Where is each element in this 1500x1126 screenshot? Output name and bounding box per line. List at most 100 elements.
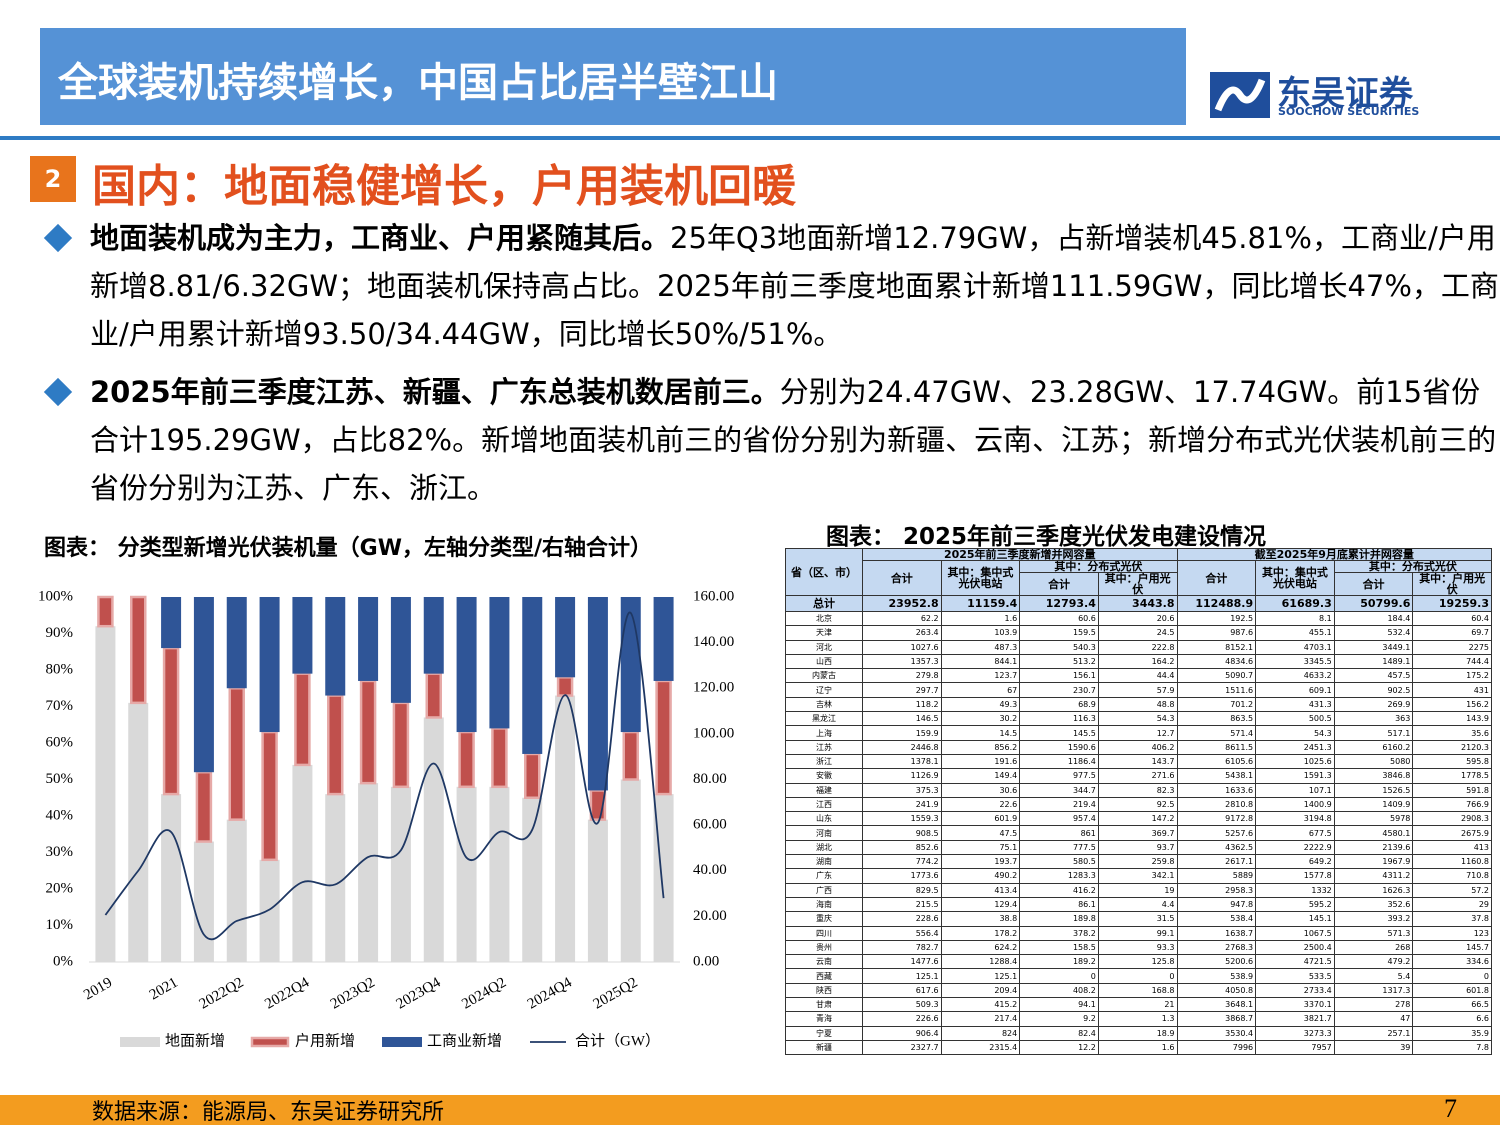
cell: 415.2	[940, 997, 1021, 1013]
legend-swatch	[120, 1037, 160, 1047]
cell: 1577.8	[1255, 868, 1335, 884]
cell: 189.2	[1019, 954, 1099, 970]
table-row: 安徽 1126.9 149.4 977.5 271.6 5438.1 1591.3 3846.…	[785, 768, 1492, 784]
cell: 701.2	[1176, 696, 1257, 713]
row-label: 江西	[785, 796, 863, 813]
cell: 4362.5	[1176, 839, 1257, 856]
cell: 39	[1333, 1039, 1414, 1056]
table-row: 吉林 118.2 49.3 68.9 48.8 701.2 431.3 269.9 156.2	[785, 696, 1492, 713]
cell: 782.7	[862, 939, 942, 956]
cell: 189.8	[1019, 911, 1099, 927]
cell: 649.2	[1255, 854, 1335, 870]
header-cell: 其中：户用光伏	[1412, 572, 1492, 596]
bar	[358, 783, 379, 962]
bar	[97, 595, 114, 628]
cell: 3530.4	[1176, 1025, 1257, 1041]
bullet-text: 分别为24.47GW、23.28GW、17.74GW。前15省份合计195.29…	[90, 375, 1497, 505]
table-row: 福建 375.3 30.6 344.7 82.3 1633.6 107.1 1526.5 591…	[785, 782, 1492, 798]
cell: 1526.5	[1333, 782, 1414, 798]
bar	[325, 597, 346, 696]
cell: 12793.4	[1019, 595, 1099, 612]
cell: 777.5	[1019, 839, 1099, 856]
bullet: 地面装机成为主力，工商业、户用紧随其后。25年Q3地面新增12.79GW，占新增…	[90, 214, 1500, 358]
cell: 143.9	[1412, 711, 1492, 727]
cell: 3821.7	[1255, 1011, 1335, 1027]
cell: 4311.2	[1333, 868, 1414, 884]
row-label: 山东	[785, 811, 863, 827]
row-label: 重庆	[785, 911, 863, 927]
cell: 21	[1097, 997, 1178, 1013]
row-label: 西藏	[785, 968, 863, 984]
cell: 159.9	[862, 725, 942, 741]
row-label: 青海	[785, 1011, 863, 1027]
header-cell: 其中：分布式光伏	[1019, 560, 1178, 573]
header-cell: 合计	[1333, 572, 1414, 596]
cell: 14.5	[940, 725, 1021, 741]
cell: 116.3	[1019, 711, 1099, 727]
cell: 259.8	[1097, 854, 1178, 870]
cell: 987.6	[1176, 625, 1257, 641]
cell: 595.2	[1255, 896, 1335, 913]
cell: 1317.3	[1333, 982, 1414, 999]
bar	[161, 794, 182, 962]
cell: 947.8	[1176, 896, 1257, 913]
cell: 145.5	[1019, 725, 1099, 741]
cell: 334.6	[1412, 954, 1492, 970]
cell: 1.3	[1097, 1011, 1178, 1027]
chart: 0% 10% 20% 30% 40% 50% 60% 70% 80% 90% 100% 0.00 20.…	[38, 588, 734, 1049]
cell: 22.6	[940, 796, 1021, 813]
cell: 601.8	[1412, 982, 1492, 999]
header-cell: 合计	[862, 560, 942, 596]
cell: 4834.6	[1176, 653, 1257, 670]
bar	[653, 597, 674, 681]
cell: 156.2	[1412, 696, 1492, 713]
divider	[0, 136, 1500, 140]
legend-label: 户用新增	[295, 1032, 355, 1049]
bullet-text: 25年Q3地面新增12.79GW，占新增装机45.81%，工商业/户用新增8.8…	[90, 221, 1499, 351]
table-row: 辽宁 297.7 67 230.7 57.9 1511.6 609.1 902.5 431	[785, 682, 1492, 698]
cell: 94.1	[1019, 997, 1099, 1013]
bar	[390, 786, 411, 962]
row-label: 甘肃	[785, 997, 863, 1013]
table-row: 浙江 1378.1 191.6 1186.4 143.7 6105.6 1025.6 5080…	[785, 753, 1492, 770]
row-label: 浙江	[785, 753, 863, 770]
cell: 3449.1	[1333, 639, 1414, 655]
footer-bar	[0, 1095, 1500, 1125]
cell: 4703.1	[1255, 639, 1335, 655]
cell: 230.7	[1019, 682, 1099, 698]
table-title: 图表： 2025年前三季度光伏发电建设情况	[826, 524, 1267, 550]
cell: 580.5	[1019, 854, 1099, 870]
y-tick-label: 30%	[46, 844, 74, 860]
cell: 271.6	[1097, 768, 1178, 784]
bar	[226, 819, 247, 962]
cell: 393.2	[1333, 911, 1414, 927]
cell: 149.4	[940, 768, 1021, 784]
cell: 279.8	[862, 668, 942, 684]
bar	[458, 730, 475, 789]
bar	[261, 730, 278, 862]
y2-tick-label: 40.00	[693, 862, 727, 878]
row-label: 安徽	[785, 768, 863, 784]
source-note: 数据来源：能源局、东吴证券研究所	[92, 1100, 445, 1125]
cell: 6.6	[1412, 1011, 1492, 1027]
legend-swatch	[382, 1037, 422, 1047]
table-row: 广东 1773.6 490.2 1283.3 342.1 5889 1577.8 4311.2…	[785, 868, 1492, 884]
table-row: 上海 159.9 14.5 145.5 12.7 571.4 54.3 517.1 35.6	[785, 725, 1492, 741]
cell: 1489.1	[1333, 653, 1414, 670]
bar	[128, 702, 149, 962]
y2-tick-label: 20.00	[693, 908, 727, 924]
cell: 342.1	[1097, 868, 1178, 884]
header-cell: 合计	[1176, 560, 1257, 596]
cell: 902.5	[1333, 682, 1414, 698]
x-tick-label: 2024Q4	[525, 974, 575, 1012]
cell: 677.5	[1255, 825, 1335, 841]
y2-tick-label: 160.00	[693, 588, 734, 604]
header-cell: 其中：分布式光伏	[1333, 560, 1493, 573]
bar	[620, 779, 641, 962]
row-label: 广西	[785, 882, 863, 898]
cell: 241.9	[862, 796, 942, 813]
cell: 145.7	[1412, 939, 1492, 956]
cell: 378.2	[1019, 925, 1099, 941]
y-tick-label: 10%	[46, 917, 74, 933]
bar	[162, 646, 180, 796]
